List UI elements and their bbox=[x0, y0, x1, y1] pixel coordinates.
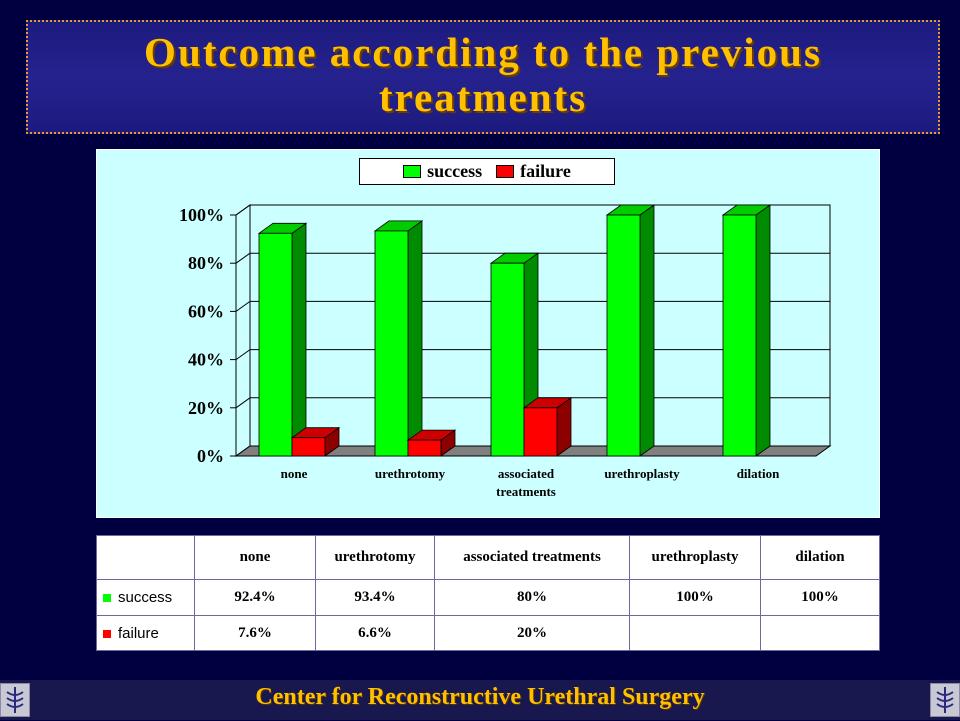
table-cell: 92.4% bbox=[194, 579, 316, 616]
caduceus-logo-icon-right bbox=[936, 687, 954, 713]
y-tick-label: 80% bbox=[188, 253, 224, 273]
x-tick-label: urethrotomy bbox=[375, 466, 446, 481]
table-cell: 20% bbox=[434, 615, 630, 651]
table-header-cell: urethroplasty bbox=[629, 535, 761, 580]
table-header-cell: dilation bbox=[760, 535, 880, 580]
table-row-label-success: success bbox=[96, 579, 195, 616]
table-cell: 7.6% bbox=[194, 615, 316, 651]
table-corner-cell bbox=[96, 535, 195, 580]
table-header-cell: associated treatments bbox=[434, 535, 630, 580]
footer-bar: Center for Reconstructive Urethral Surge… bbox=[0, 680, 960, 720]
legend-label-success: success bbox=[427, 161, 483, 181]
chart-legend: success failure bbox=[359, 158, 615, 185]
table-cell bbox=[760, 615, 880, 651]
caduceus-logo-icon bbox=[0, 683, 30, 717]
table-cell: 6.6% bbox=[315, 615, 435, 651]
title-banner: Outcome according to the previous treatm… bbox=[26, 20, 940, 134]
y-tick-label: 0% bbox=[197, 446, 224, 466]
row-label-text: failure bbox=[118, 624, 159, 642]
table-cell: 80% bbox=[434, 579, 630, 616]
table-row-label-failure: failure bbox=[96, 615, 195, 651]
y-tick-label: 40% bbox=[188, 350, 224, 370]
x-tick-label: none bbox=[281, 466, 308, 481]
bar-success bbox=[490, 262, 525, 457]
row-swatch-success bbox=[103, 594, 111, 603]
gridline-diagonal bbox=[235, 397, 251, 409]
gridline-diagonal bbox=[235, 349, 251, 361]
bar-success bbox=[606, 214, 641, 457]
caduceus-logo-icon-left bbox=[6, 687, 24, 713]
data-table: none urethrotomy associated treatments u… bbox=[96, 535, 880, 651]
table-cell: 93.4% bbox=[315, 579, 435, 616]
legend-label-failure: failure bbox=[520, 161, 571, 181]
table-cell: 100% bbox=[760, 579, 880, 616]
row-swatch-failure bbox=[103, 629, 111, 638]
y-tick-label: 20% bbox=[188, 398, 224, 418]
table-header-cell: urethrotomy bbox=[315, 535, 435, 580]
table-header-row: none urethrotomy associated treatments u… bbox=[96, 535, 880, 580]
legend-swatch-success bbox=[403, 165, 422, 178]
bar-success bbox=[258, 232, 293, 457]
x-tick-label: urethroplasty bbox=[604, 466, 680, 481]
gridline-diagonal bbox=[235, 204, 251, 216]
table-cell: 100% bbox=[629, 579, 761, 616]
slide-title-line-1: Outcome according to the previous bbox=[144, 29, 822, 75]
bar-chart: 0% 20% 40% 60% 80% 100% none urethrotomy associa… bbox=[179, 204, 832, 499]
gridline-diagonal bbox=[235, 300, 251, 312]
legend-item-failure: failure bbox=[496, 161, 571, 182]
slide-title-line-2: treatments bbox=[378, 74, 588, 120]
bar-failure bbox=[523, 407, 558, 457]
caduceus-logo-icon bbox=[930, 683, 960, 717]
table-row: failure 7.6% 6.6% 20% bbox=[96, 615, 880, 651]
row-label-text: success bbox=[118, 589, 173, 606]
bar-success bbox=[722, 214, 757, 457]
y-tick-label: 100% bbox=[179, 205, 224, 225]
gridline-diagonal bbox=[235, 252, 251, 264]
chart-panel: 0% 20% 40% 60% 80% 100% none urethrotomy associa… bbox=[96, 149, 880, 518]
table-header-cell: none bbox=[194, 535, 316, 580]
x-tick-label: dilation bbox=[737, 466, 780, 481]
table-cell bbox=[629, 615, 761, 651]
x-tick-label: treatments bbox=[496, 484, 556, 499]
table-row: success 92.4% 93.4% 80% 100% 100% bbox=[96, 579, 880, 616]
legend-swatch-failure bbox=[496, 165, 515, 178]
bar-side-success bbox=[291, 222, 307, 457]
bar-side-success bbox=[639, 204, 655, 457]
legend-item-success: success bbox=[403, 161, 482, 182]
footer-title: Center for Reconstructive Urethral Surge… bbox=[255, 684, 705, 710]
bar-side-success bbox=[407, 220, 423, 457]
x-tick-label: associated bbox=[498, 466, 555, 481]
slide-title: Outcome according to the previous treatm… bbox=[28, 30, 938, 120]
bar-failure bbox=[291, 437, 326, 457]
side-wall bbox=[235, 204, 251, 457]
bar-success bbox=[374, 230, 409, 457]
bar-side-success bbox=[755, 204, 771, 457]
bar-failure bbox=[407, 439, 442, 457]
y-tick-label: 60% bbox=[188, 301, 224, 321]
